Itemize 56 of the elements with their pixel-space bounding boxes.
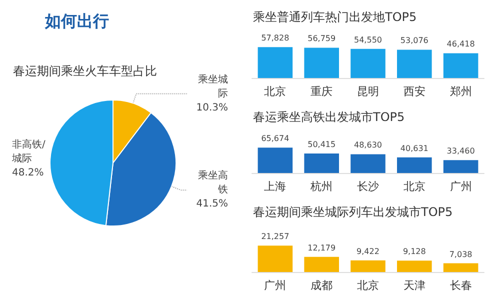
x-tick-label: 广州 <box>264 279 286 292</box>
slice-label: 乘坐高铁 <box>198 170 228 196</box>
bar <box>304 48 339 78</box>
x-tick-label: 郑州 <box>450 85 472 98</box>
data-label: 56,759 <box>308 34 336 44</box>
chart-subtitle: 春运期间乘坐火车车型占比 <box>13 64 157 78</box>
data-label: 40,631 <box>400 144 428 153</box>
x-tick-label: 天津 <box>403 279 426 292</box>
x-tick-label: 北京 <box>357 279 379 292</box>
bar <box>397 260 432 272</box>
data-label: 48,630 <box>354 140 382 150</box>
slice-label: 乘坐城际 <box>198 73 228 100</box>
data-label: 50,415 <box>308 140 336 150</box>
slice-label: 非高铁/城际 <box>11 138 46 164</box>
chart-title: 乘坐普通列车热门出发地TOP5 <box>253 10 417 24</box>
x-tick-label: 成都 <box>310 279 333 292</box>
data-label: 54,550 <box>354 35 382 44</box>
x-tick-label: 北京 <box>264 85 286 98</box>
data-label: 9,128 <box>402 247 426 256</box>
data-label: 9,422 <box>356 246 380 256</box>
data-label: 65,674 <box>261 134 290 144</box>
x-tick-label: 重庆 <box>310 85 333 98</box>
chart-title: 春运乘坐高铁出发城市TOP5 <box>253 110 405 124</box>
data-label: 53,076 <box>400 36 428 46</box>
bar <box>350 260 386 272</box>
bar <box>397 157 432 173</box>
data-label: 21,257 <box>261 232 290 242</box>
x-tick-label: 上海 <box>264 180 286 193</box>
data-label: 41.5% <box>196 198 228 210</box>
data-label: 7,038 <box>449 250 472 259</box>
x-tick-label: 长春 <box>450 279 472 292</box>
bar <box>258 148 293 173</box>
data-label: 48.2% <box>12 167 44 178</box>
chart-title: 如何出行 <box>44 12 109 30</box>
bar <box>258 246 293 272</box>
x-tick-label: 西安 <box>403 85 426 98</box>
bar <box>350 154 386 173</box>
x-tick-label: 杭州 <box>310 180 333 193</box>
data-label: 12,179 <box>308 243 336 252</box>
bar <box>258 47 293 78</box>
bar <box>304 256 339 272</box>
data-label: 46,418 <box>446 40 475 49</box>
bar <box>350 48 386 78</box>
data-label: 57,828 <box>261 34 290 43</box>
data-label: 33,460 <box>446 146 475 156</box>
bar <box>304 154 339 173</box>
x-tick-label: 北京 <box>403 180 426 193</box>
bar <box>443 263 478 272</box>
x-tick-label: 广州 <box>450 180 472 193</box>
x-tick-label: 长沙 <box>357 180 379 193</box>
x-tick-label: 昆明 <box>357 85 379 98</box>
bar <box>397 50 432 78</box>
bar <box>443 53 478 78</box>
bar <box>443 160 478 173</box>
data-label: 10.3% <box>196 102 228 114</box>
chart-title: 春运期间乘坐城际列车出发城市TOP5 <box>253 205 453 219</box>
